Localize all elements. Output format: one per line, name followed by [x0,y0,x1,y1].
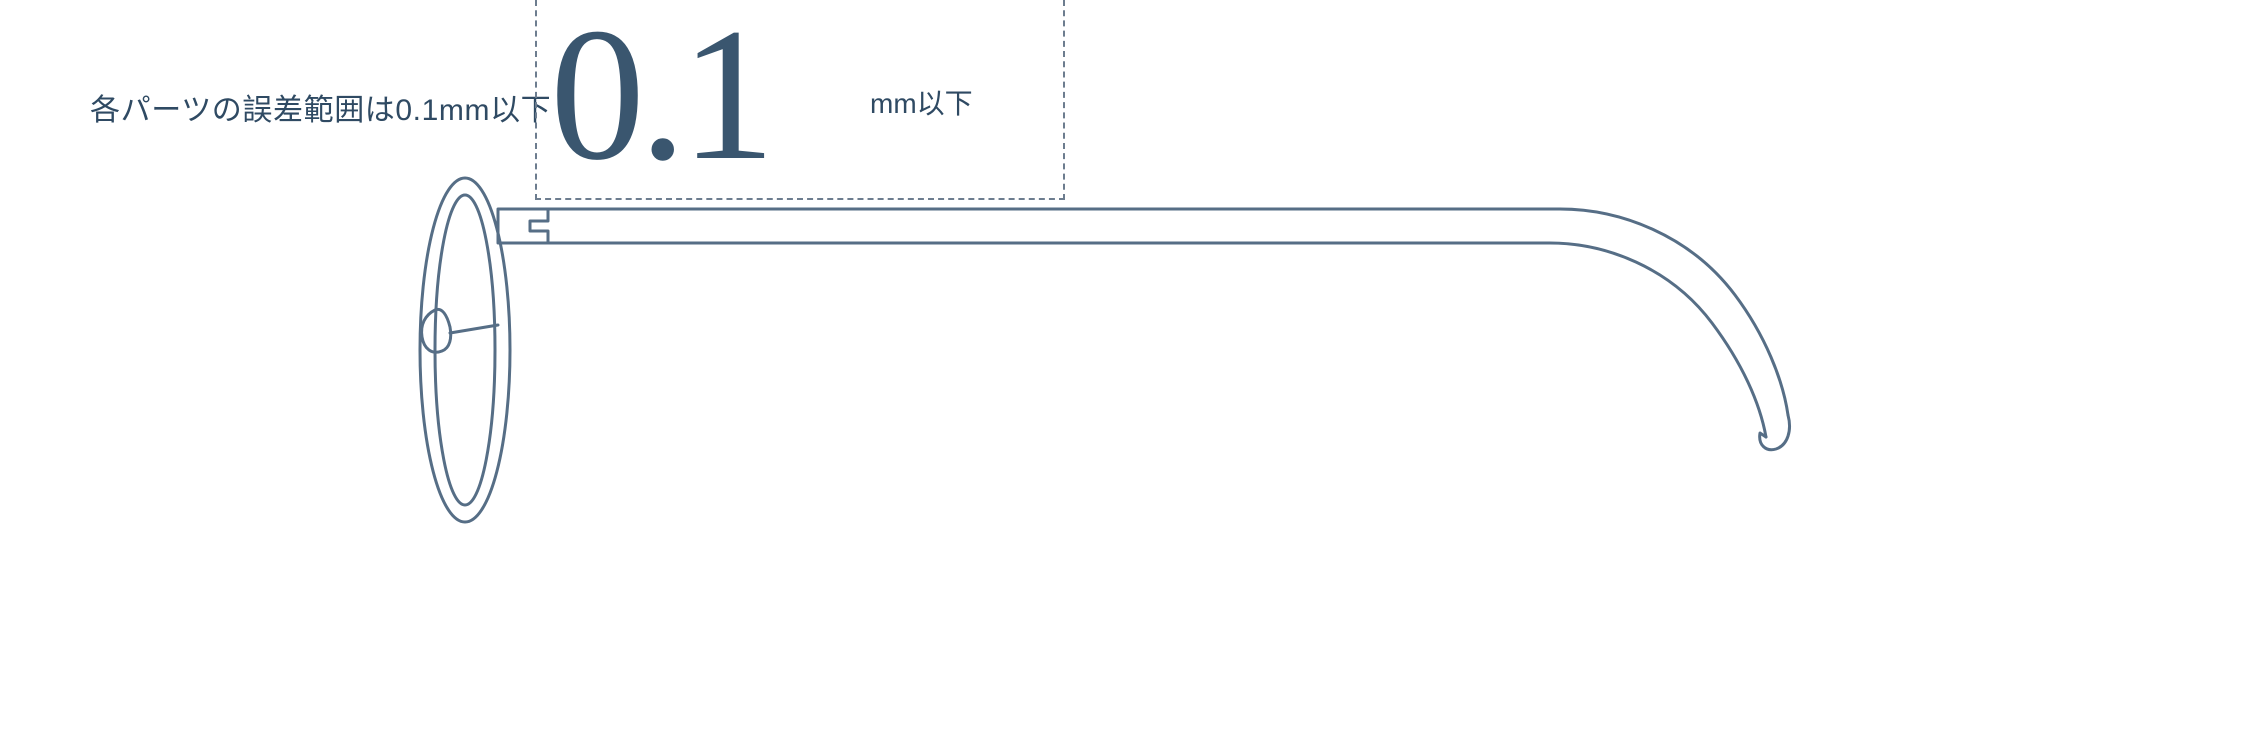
infographic-stage: 各パーツの誤差範囲は0.1mm以下 0.1 mm以下 [0,0,2264,750]
temple-bottom-edge [548,243,1766,437]
temple-top-edge [548,209,1788,415]
caption-text: 各パーツの誤差範囲は0.1mm以下 [90,85,551,129]
hinge-block [498,209,548,243]
tolerance-unit: mm以下 [870,82,973,122]
glasses-outline-diagram [390,155,1800,545]
nose-pad-arm [450,325,498,333]
